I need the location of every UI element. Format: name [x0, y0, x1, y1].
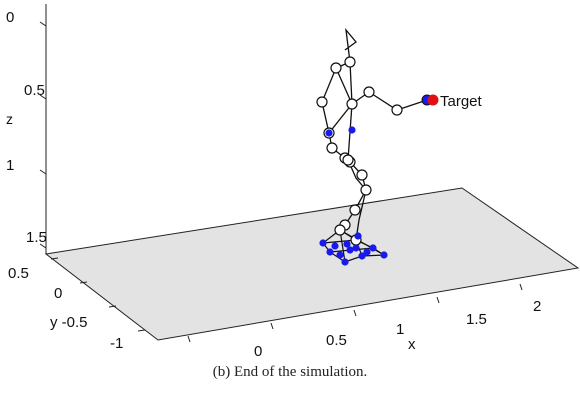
- blue-marker: [363, 248, 371, 256]
- x-axis-label: x: [408, 336, 416, 353]
- y-axis: [50, 257, 146, 332]
- figure-3d-plot: 1.5 1 0.5 0 z 0.5 0 y -0.5 -1 0 0.5 1 1.…: [6, 4, 580, 360]
- z-tick-label: 1.5: [26, 229, 47, 246]
- joint-marker: [356, 169, 368, 181]
- z-tick-1: [39, 94, 47, 100]
- joints: [316, 56, 403, 246]
- joint-marker: [360, 184, 372, 196]
- joint-marker: [363, 86, 375, 98]
- joint-marker: [346, 98, 358, 110]
- joint-marker: [330, 62, 342, 74]
- x-tick-label: 1.5: [466, 311, 487, 328]
- y-tick-label: y -0.5: [50, 314, 88, 331]
- joint-marker: [391, 104, 403, 116]
- blue-marker: [354, 232, 362, 240]
- z-tick-1.5: [39, 21, 47, 27]
- joint-marker: [349, 204, 361, 216]
- y-tick-label: 0.5: [8, 265, 29, 282]
- z-tick-0: [39, 243, 47, 249]
- z-tick-label: 0: [6, 9, 14, 26]
- x-tick-label: 2: [533, 298, 541, 315]
- blue-marker: [346, 246, 354, 254]
- blue-marker: [358, 252, 366, 260]
- joint-marker: [326, 142, 338, 154]
- figure-caption: (b) End of the simulation.: [212, 364, 368, 380]
- blue-marker: [380, 251, 388, 259]
- blue-marker: [348, 126, 356, 134]
- target-label: Target: [440, 93, 483, 110]
- z-tick-label: 0.5: [24, 82, 45, 99]
- joint-marker: [316, 96, 328, 108]
- ground-plane: [44, 187, 580, 341]
- x-tick-label: 1: [396, 321, 404, 338]
- contact-markers: [319, 94, 433, 266]
- x-tick-label: 0: [254, 343, 262, 360]
- blue-marker: [319, 239, 327, 247]
- x-axis: [187, 283, 523, 343]
- blue-marker: [331, 242, 339, 250]
- blue-marker: [343, 240, 351, 248]
- z-axis-label: z: [6, 111, 13, 127]
- joint-marker: [342, 154, 354, 166]
- blue-marker: [336, 251, 344, 259]
- z-tick-0.5: [39, 169, 47, 175]
- joint-marker: [344, 56, 356, 68]
- z-axis: [39, 4, 47, 254]
- blue-marker: [326, 248, 334, 256]
- blue-marker: [341, 258, 349, 266]
- blue-marker: [369, 244, 377, 252]
- joint-marker: [334, 224, 346, 236]
- blue-marker: [352, 244, 360, 252]
- x-tick-label: 0.5: [326, 332, 347, 349]
- blue-marker: [325, 129, 333, 137]
- target-point: [427, 94, 439, 106]
- y-tick-label: -1: [110, 335, 123, 352]
- y-tick-label: 0: [54, 285, 62, 302]
- z-tick-label: 1: [6, 157, 14, 174]
